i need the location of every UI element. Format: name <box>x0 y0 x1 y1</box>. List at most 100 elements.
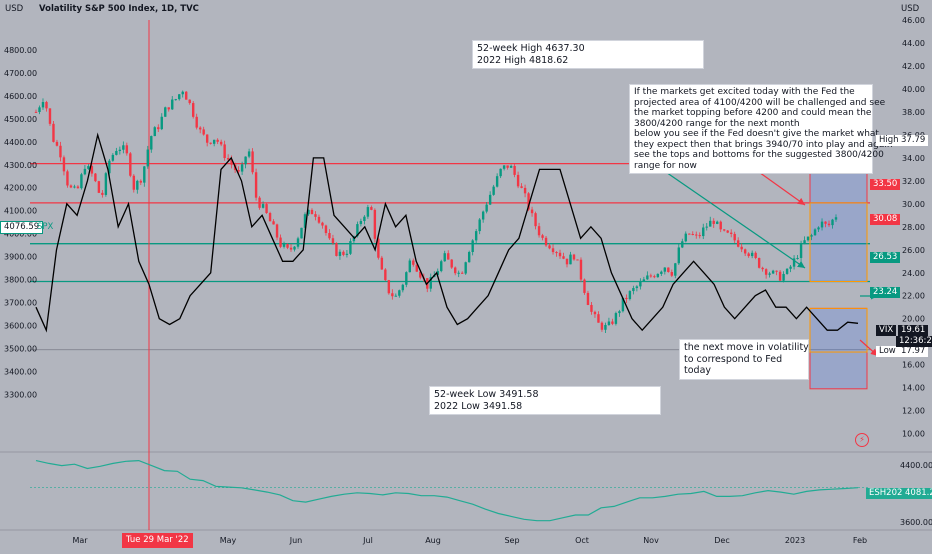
time-tick-label: Sep <box>504 536 519 545</box>
spx-candle <box>632 288 635 292</box>
vol-note[interactable]: the next move in volatility to correspon… <box>679 339 809 380</box>
low-note[interactable]: 52-week Low 3491.58 2022 Low 3491.58 <box>429 386 661 415</box>
spx-candle <box>537 226 541 236</box>
spx-candle <box>209 142 212 144</box>
spx-candle <box>593 311 597 315</box>
right-tick-label: 24.00 <box>902 269 925 278</box>
spx-candle <box>576 259 579 261</box>
spx-candle <box>544 237 548 246</box>
spx-candle <box>834 217 838 220</box>
right-tick-label: 14.00 <box>902 384 925 393</box>
spx-candle <box>118 149 122 151</box>
alert-icon[interactable]: ⚡ <box>855 433 869 447</box>
esh2023-line <box>35 459 859 522</box>
spx-candle <box>205 134 209 143</box>
level-30-08: 30.08 <box>870 214 901 225</box>
spx-candle <box>778 271 782 281</box>
spx-candle <box>705 226 708 228</box>
main-note[interactable]: If the markets get excited today with th… <box>629 84 893 174</box>
left-tick-label: 4800.00 <box>4 46 37 55</box>
spx-candle <box>527 193 530 210</box>
spx-candle <box>289 247 293 250</box>
header-currency-left: USD <box>5 4 24 14</box>
spx-candle <box>247 151 251 157</box>
spx-candle <box>45 102 48 109</box>
right-tick-label: 28.00 <box>902 223 925 232</box>
spx-candle <box>736 240 740 247</box>
left-tick-label: 4600.00 <box>4 92 37 101</box>
spx-candle <box>122 145 125 150</box>
chart-title: Volatility S&P 500 Index, 1D, TVC <box>39 4 199 14</box>
spx-candle <box>363 216 366 221</box>
spx-candle <box>534 213 537 227</box>
spx-candle <box>212 139 216 144</box>
left-tick-label: 3400.00 <box>4 368 37 377</box>
spx-candle <box>219 141 223 145</box>
level-23-24: 23.24 <box>870 287 901 298</box>
left-tick-label: 4400.00 <box>4 138 37 147</box>
spx-candle <box>646 275 649 280</box>
high-note[interactable]: 52-week High 4637.30 2022 High 4818.62 <box>472 40 704 69</box>
spx-candle <box>548 245 551 249</box>
spx-candle <box>789 266 792 269</box>
time-tick-label: Aug <box>425 536 441 545</box>
spx-candle <box>457 272 460 274</box>
spx-candle <box>317 216 321 223</box>
spx-candle <box>129 153 132 176</box>
spx-candle <box>83 168 87 175</box>
spx-candle <box>398 290 401 296</box>
spx-candle <box>153 127 156 137</box>
spx-candle <box>440 261 443 272</box>
spx-candle <box>782 273 785 281</box>
spx-candle <box>226 158 230 160</box>
projection-box-orange-upper <box>809 202 868 282</box>
right-tick-label: 34.00 <box>902 154 925 163</box>
spx-candle <box>716 221 719 224</box>
spx-candle <box>499 168 502 177</box>
spx-candle <box>495 176 499 187</box>
spx-candle <box>384 269 387 281</box>
right-tick-label: 20.00 <box>902 315 925 324</box>
spx-candle <box>174 99 177 101</box>
time-tick-label: Mar <box>72 536 88 545</box>
spx-candle <box>286 244 289 248</box>
spx-candle <box>590 304 593 312</box>
spx-candle <box>799 243 803 258</box>
spx-candle <box>443 253 446 262</box>
spx-candle <box>572 254 576 260</box>
spx-candle <box>146 149 149 167</box>
level-33-50: 33.50 <box>870 179 901 190</box>
spx-candle <box>541 235 544 238</box>
spx-candle <box>373 209 377 239</box>
spx-candle <box>667 267 670 273</box>
spx-candle <box>447 253 450 260</box>
spx-candle <box>419 271 422 278</box>
spx-candle <box>792 258 796 267</box>
spx-candle <box>279 237 282 247</box>
spx-candle <box>80 174 83 189</box>
right-tick-label: 12.00 <box>902 407 925 416</box>
spx-candle <box>202 129 205 135</box>
spx-candle <box>551 248 555 253</box>
spx-candle <box>178 94 181 100</box>
spx-candle <box>328 233 331 239</box>
spx-candle <box>335 243 338 256</box>
spx-candle <box>223 144 226 159</box>
spx-candle <box>251 151 254 173</box>
spx-tag: SPX <box>37 222 54 232</box>
right-tick-label: 40.00 <box>902 85 925 94</box>
spx-candle <box>76 186 80 189</box>
spx-candle <box>324 225 328 234</box>
spx-candle <box>356 224 359 237</box>
spx-candle <box>653 276 656 278</box>
time-tick-label: May <box>220 536 237 545</box>
spx-candle <box>408 260 411 273</box>
spx-candle <box>125 145 129 154</box>
spx-candle <box>307 209 310 215</box>
spx-candle <box>359 220 363 225</box>
right-tick-label: 22.00 <box>902 292 925 301</box>
left-tick-label: 4300.00 <box>4 161 37 170</box>
spx-candle <box>171 99 174 110</box>
